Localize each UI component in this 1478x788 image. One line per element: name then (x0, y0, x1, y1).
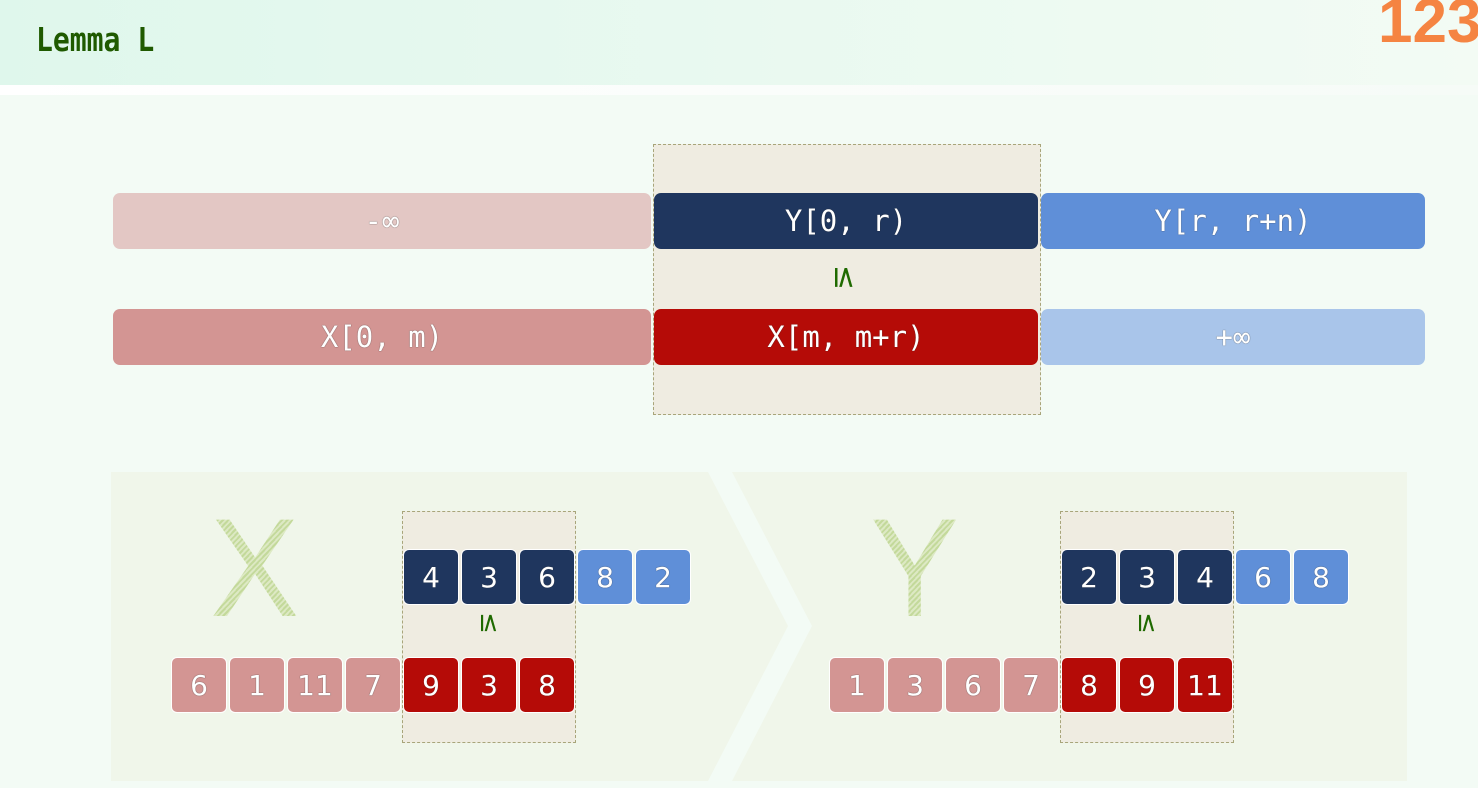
highlight-window (653, 144, 1041, 415)
top-cell: 3 (1119, 549, 1175, 605)
header-band (0, 0, 1478, 85)
example-letter: Y (870, 489, 960, 646)
bottom-cell: 7 (345, 657, 401, 713)
top-cell: 8 (577, 549, 633, 605)
neg-infinity-bar: -∞ (113, 193, 651, 249)
top-cell: 6 (519, 549, 575, 605)
top-cell: 8 (1293, 549, 1349, 605)
top-cell: 3 (461, 549, 517, 605)
bottom-cell: 11 (287, 657, 343, 713)
bottom-cell: 9 (403, 657, 459, 713)
relation-symbol: ≤ (473, 612, 504, 634)
relation-symbol: ≤ (1131, 612, 1162, 634)
bottom-cell: 3 (887, 657, 943, 713)
bottom-cell: 8 (1061, 657, 1117, 713)
header-divider (0, 85, 1478, 95)
y-suffix-bar: Y[r, r+n) (1041, 193, 1425, 249)
example-letter: X (210, 489, 300, 646)
slide-title: Lemma L (36, 20, 155, 59)
bottom-cell: 7 (1003, 657, 1059, 713)
x-prefix-bar: X[0, m) (113, 309, 651, 365)
y-prefix-bar: Y[0, r) (654, 193, 1038, 249)
top-cell: 4 (403, 549, 459, 605)
bottom-cell: 3 (461, 657, 517, 713)
bottom-cell: 6 (171, 657, 227, 713)
top-cell: 2 (635, 549, 691, 605)
bottom-cell: 1 (829, 657, 885, 713)
x-window-bar: X[m, m+r) (654, 309, 1038, 365)
bottom-cell: 9 (1119, 657, 1175, 713)
bottom-cell: 8 (519, 657, 575, 713)
top-cell: 6 (1235, 549, 1291, 605)
bottom-cell: 1 (229, 657, 285, 713)
pos-infinity-bar: +∞ (1041, 309, 1425, 365)
top-cell: 4 (1177, 549, 1233, 605)
top-cell: 2 (1061, 549, 1117, 605)
bottom-cell: 6 (945, 657, 1001, 713)
page-number: 123 (1378, 0, 1478, 56)
bottom-cell: 11 (1177, 657, 1233, 713)
